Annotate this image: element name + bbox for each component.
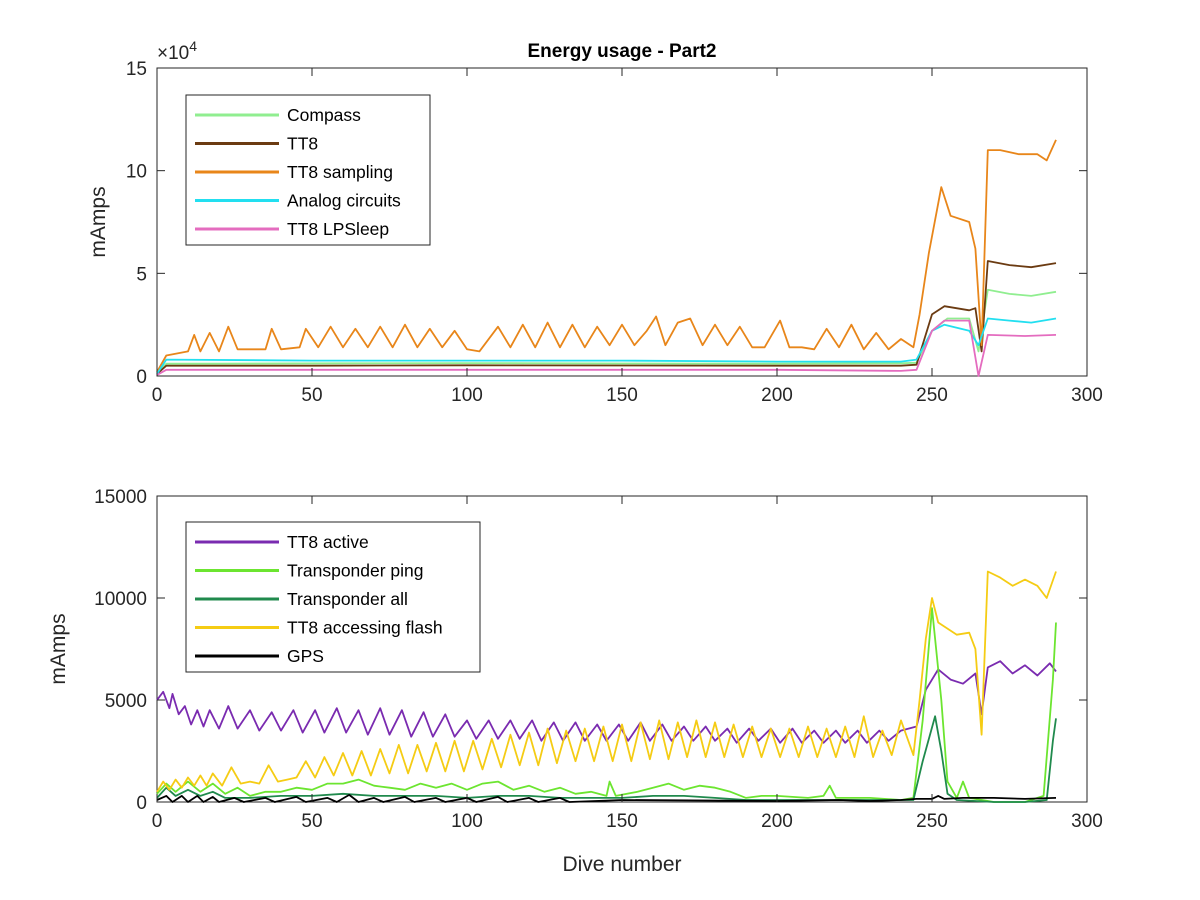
series-line-transponder-all bbox=[156, 715, 1057, 803]
bottom-plot-legend: TT8 active Transponder ping Transponder al… bbox=[185, 521, 481, 673]
y-exponent-base: ×10 bbox=[157, 43, 189, 64]
series-line-tt8 bbox=[156, 260, 1057, 375]
bottom-plot-y-axis-label: mAmps bbox=[47, 613, 70, 684]
legend-label: Compass bbox=[287, 105, 361, 125]
top-plot-y-axis-label: mAmps bbox=[87, 186, 110, 257]
y-tick-label: 0 bbox=[136, 793, 147, 814]
top-plot-title: Energy usage - Part2 bbox=[527, 41, 716, 62]
x-tick-label: 100 bbox=[451, 385, 483, 406]
y-tick-label: 15 bbox=[126, 59, 147, 80]
x-tick-label: 150 bbox=[606, 385, 638, 406]
x-tick-label: 300 bbox=[1071, 811, 1103, 832]
legend-label: TT8 active bbox=[287, 532, 369, 552]
legend-label: TT8 LPSleep bbox=[287, 219, 389, 239]
legend-label: Transponder all bbox=[287, 589, 408, 609]
legend-box bbox=[185, 521, 481, 673]
x-tick-label: 250 bbox=[916, 385, 948, 406]
y-tick-label: 15000 bbox=[94, 487, 147, 508]
x-tick-label: 200 bbox=[761, 811, 793, 832]
x-tick-label: 50 bbox=[301, 811, 322, 832]
legend-label: GPS bbox=[287, 646, 324, 666]
x-tick-label: 100 bbox=[451, 811, 483, 832]
series-line-tt8-sampling bbox=[156, 139, 1057, 373]
y-tick-label: 0 bbox=[136, 367, 147, 388]
legend-box bbox=[185, 94, 431, 246]
bottom-plot: 0 50 100 150 200 250 300 0 5000 10000 15000 mAmps… bbox=[47, 487, 1103, 876]
bottom-plot-y-ticks: 0 5000 10000 15000 bbox=[94, 487, 1087, 814]
series-line-tt8-active bbox=[156, 660, 1057, 744]
legend-label: TT8 bbox=[287, 134, 318, 154]
bottom-plot-x-ticks: 0 50 100 150 200 250 300 bbox=[152, 496, 1103, 832]
legend-label: Transponder ping bbox=[287, 561, 424, 581]
legend-label: Analog circuits bbox=[287, 191, 401, 211]
y-tick-label: 10 bbox=[126, 162, 147, 183]
x-tick-label: 300 bbox=[1071, 385, 1103, 406]
series-line-tt8-lpsleep bbox=[156, 319, 1057, 377]
series-line-tt8-accessing-flash bbox=[156, 570, 1057, 793]
bottom-plot-series bbox=[156, 570, 1057, 803]
x-tick-label: 250 bbox=[916, 811, 948, 832]
series-line-gps bbox=[156, 794, 1057, 803]
series-line-analog-circuits bbox=[156, 317, 1057, 375]
x-tick-label: 0 bbox=[152, 811, 163, 832]
top-plot-legend: Compass TT8 TT8 sampling Analog circuits TT8… bbox=[185, 94, 431, 246]
y-tick-label: 5000 bbox=[105, 691, 147, 712]
y-tick-label: 5 bbox=[136, 264, 147, 285]
top-plot-y-exponent: ×104 bbox=[157, 38, 197, 64]
bottom-plot-x-axis-label: Dive number bbox=[562, 853, 681, 876]
top-plot-y-ticks: 0 5 10 15 bbox=[126, 59, 1087, 388]
top-plot-series bbox=[156, 139, 1057, 377]
legend-label: TT8 accessing flash bbox=[287, 618, 443, 638]
x-tick-label: 0 bbox=[152, 385, 163, 406]
x-tick-label: 200 bbox=[761, 385, 793, 406]
top-plot-x-ticks: 0 50 100 150 200 250 300 bbox=[152, 68, 1103, 406]
x-tick-label: 50 bbox=[301, 385, 322, 406]
legend-label: TT8 sampling bbox=[287, 162, 393, 182]
y-exponent-power: 4 bbox=[189, 38, 197, 54]
y-tick-label: 10000 bbox=[94, 589, 147, 610]
x-tick-label: 150 bbox=[606, 811, 638, 832]
top-plot: 0 50 100 150 200 250 300 0 5 10 15 Energy usage -… bbox=[87, 38, 1103, 406]
series-line-transponder-ping bbox=[156, 607, 1057, 803]
